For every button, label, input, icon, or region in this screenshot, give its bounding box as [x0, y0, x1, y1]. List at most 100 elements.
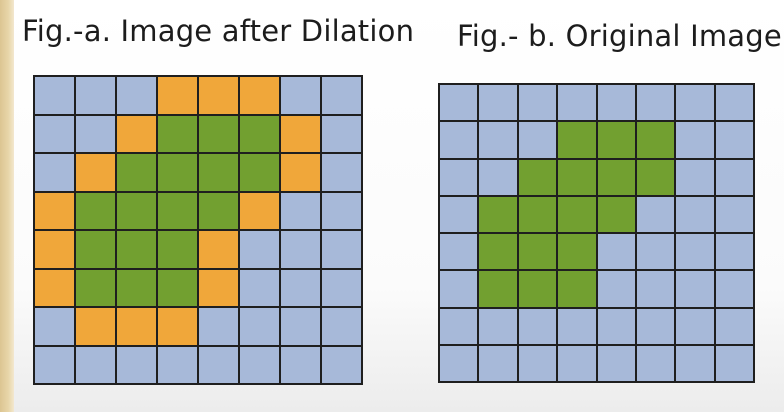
figure-a-dilated-cell [240, 77, 279, 114]
figure-a-background-cell [240, 308, 279, 345]
figure-b-background-cell [479, 85, 517, 121]
figure-b-object-cell [518, 159, 557, 195]
figure-b-background-cell [518, 345, 557, 381]
figure-b-background-cell [558, 308, 596, 344]
figure-a-object-cell [158, 115, 197, 152]
figure-a-background-cell [76, 346, 115, 383]
figure-a-background-cell [76, 115, 115, 152]
figure-b-background-cell [636, 345, 675, 381]
figure-b-background-cell [636, 85, 675, 121]
figure-a-object-cell [76, 269, 115, 306]
figure-b-background-cell [597, 345, 635, 381]
figure-b-object-cell [518, 234, 557, 270]
figure-b-object-cell [597, 122, 635, 158]
figure-a-object-cell [199, 115, 238, 152]
figure-b-background-cell [715, 308, 753, 344]
figure-b-background-cell [715, 159, 753, 195]
figure-a-dilated-cell [199, 269, 238, 306]
figure-b-background-cell [479, 308, 517, 344]
figure-b-background-cell [676, 345, 714, 381]
figure-b-background-cell [440, 271, 478, 307]
figure-a-background-cell [322, 154, 361, 191]
figure-a-dilated-cell [281, 115, 320, 152]
figure-a-object-cell [199, 154, 238, 191]
figure-b-background-cell [715, 234, 753, 270]
figure-a-object-cell [158, 154, 197, 191]
figure-b-background-cell [558, 85, 596, 121]
figure-b-background-cell [715, 345, 753, 381]
figure-a-object-cell [117, 269, 156, 306]
figure-a-background-cell [35, 77, 74, 114]
figure-a-background-cell [281, 231, 320, 268]
figure-a-dilated-cell [158, 77, 197, 114]
figure-b-background-cell [440, 122, 478, 158]
figure-b-background-cell [636, 234, 675, 270]
figure-b-background-cell [479, 122, 517, 158]
figure-b-object-cell [558, 271, 596, 307]
figure-a-background-cell [281, 269, 320, 306]
figure-b-background-cell [715, 85, 753, 121]
figure-a-object-cell [240, 154, 279, 191]
figure-a-background-cell [281, 192, 320, 229]
figure-b-background-cell [715, 196, 753, 232]
figure-a-background-cell [322, 308, 361, 345]
figure-a-background-cell [322, 115, 361, 152]
figure-b-object-cell [597, 159, 635, 195]
figure-a-dilated-cell [76, 308, 115, 345]
figure-b-background-cell [676, 271, 714, 307]
figure-a-object-cell [117, 231, 156, 268]
figure-a-background-cell [35, 308, 74, 345]
figure-b-background-cell [479, 345, 517, 381]
figure-b-background-cell [676, 85, 714, 121]
figure-b-background-cell [636, 308, 675, 344]
figure-b-background-cell [636, 196, 675, 232]
left-edge-strip [0, 0, 14, 412]
figure-b-caption: Fig.- b. Original Image [457, 19, 782, 53]
figure-a-object-cell [199, 192, 238, 229]
figure-b-object-cell [558, 122, 596, 158]
figure-b-background-cell [440, 196, 478, 232]
figure-b-object-cell [479, 271, 517, 307]
figure-a-background-cell [322, 77, 361, 114]
figure-a-object-cell [158, 231, 197, 268]
figure-a-background-cell [35, 346, 74, 383]
figure-b-grid [438, 83, 755, 383]
figure-a-object-cell [240, 115, 279, 152]
figure-a-background-cell [35, 154, 74, 191]
figure-b-object-cell [636, 122, 675, 158]
figure-a-background-cell [281, 77, 320, 114]
figure-b-background-cell [440, 159, 478, 195]
figure-b-background-cell [479, 159, 517, 195]
figure-a-background-cell [117, 77, 156, 114]
figure-a-dilated-cell [35, 269, 74, 306]
figure-a-object-cell [76, 231, 115, 268]
figure-b-background-cell [676, 196, 714, 232]
figure-b-background-cell [597, 308, 635, 344]
figure-a-dilated-cell [76, 154, 115, 191]
figure-a-caption: Fig.-a. Image after Dilation [22, 14, 415, 48]
figure-b-background-cell [636, 271, 675, 307]
figure-b-background-cell [518, 122, 557, 158]
figure-b-background-cell [676, 122, 714, 158]
figure-b-background-cell [597, 234, 635, 270]
figure-b-background-cell [676, 308, 714, 344]
figure-a-background-cell [322, 192, 361, 229]
figure-a-dilated-cell [199, 77, 238, 114]
figure-a-background-cell [117, 346, 156, 383]
figure-a-object-cell [117, 154, 156, 191]
figure-a-background-cell [76, 77, 115, 114]
figure-b-object-cell [479, 196, 517, 232]
figure-a-background-cell [199, 308, 238, 345]
figure-b-object-cell [479, 234, 517, 270]
figure-b-object-cell [518, 271, 557, 307]
figure-a-background-cell [199, 346, 238, 383]
figure-b-background-cell [440, 345, 478, 381]
figure-a-background-cell [322, 231, 361, 268]
figure-b-background-cell [440, 234, 478, 270]
figure-b-background-cell [597, 85, 635, 121]
figure-b-background-cell [518, 308, 557, 344]
figure-b-background-cell [518, 85, 557, 121]
figure-a-dilated-cell [199, 231, 238, 268]
figure-b-object-cell [597, 196, 635, 232]
figure-b-background-cell [558, 345, 596, 381]
